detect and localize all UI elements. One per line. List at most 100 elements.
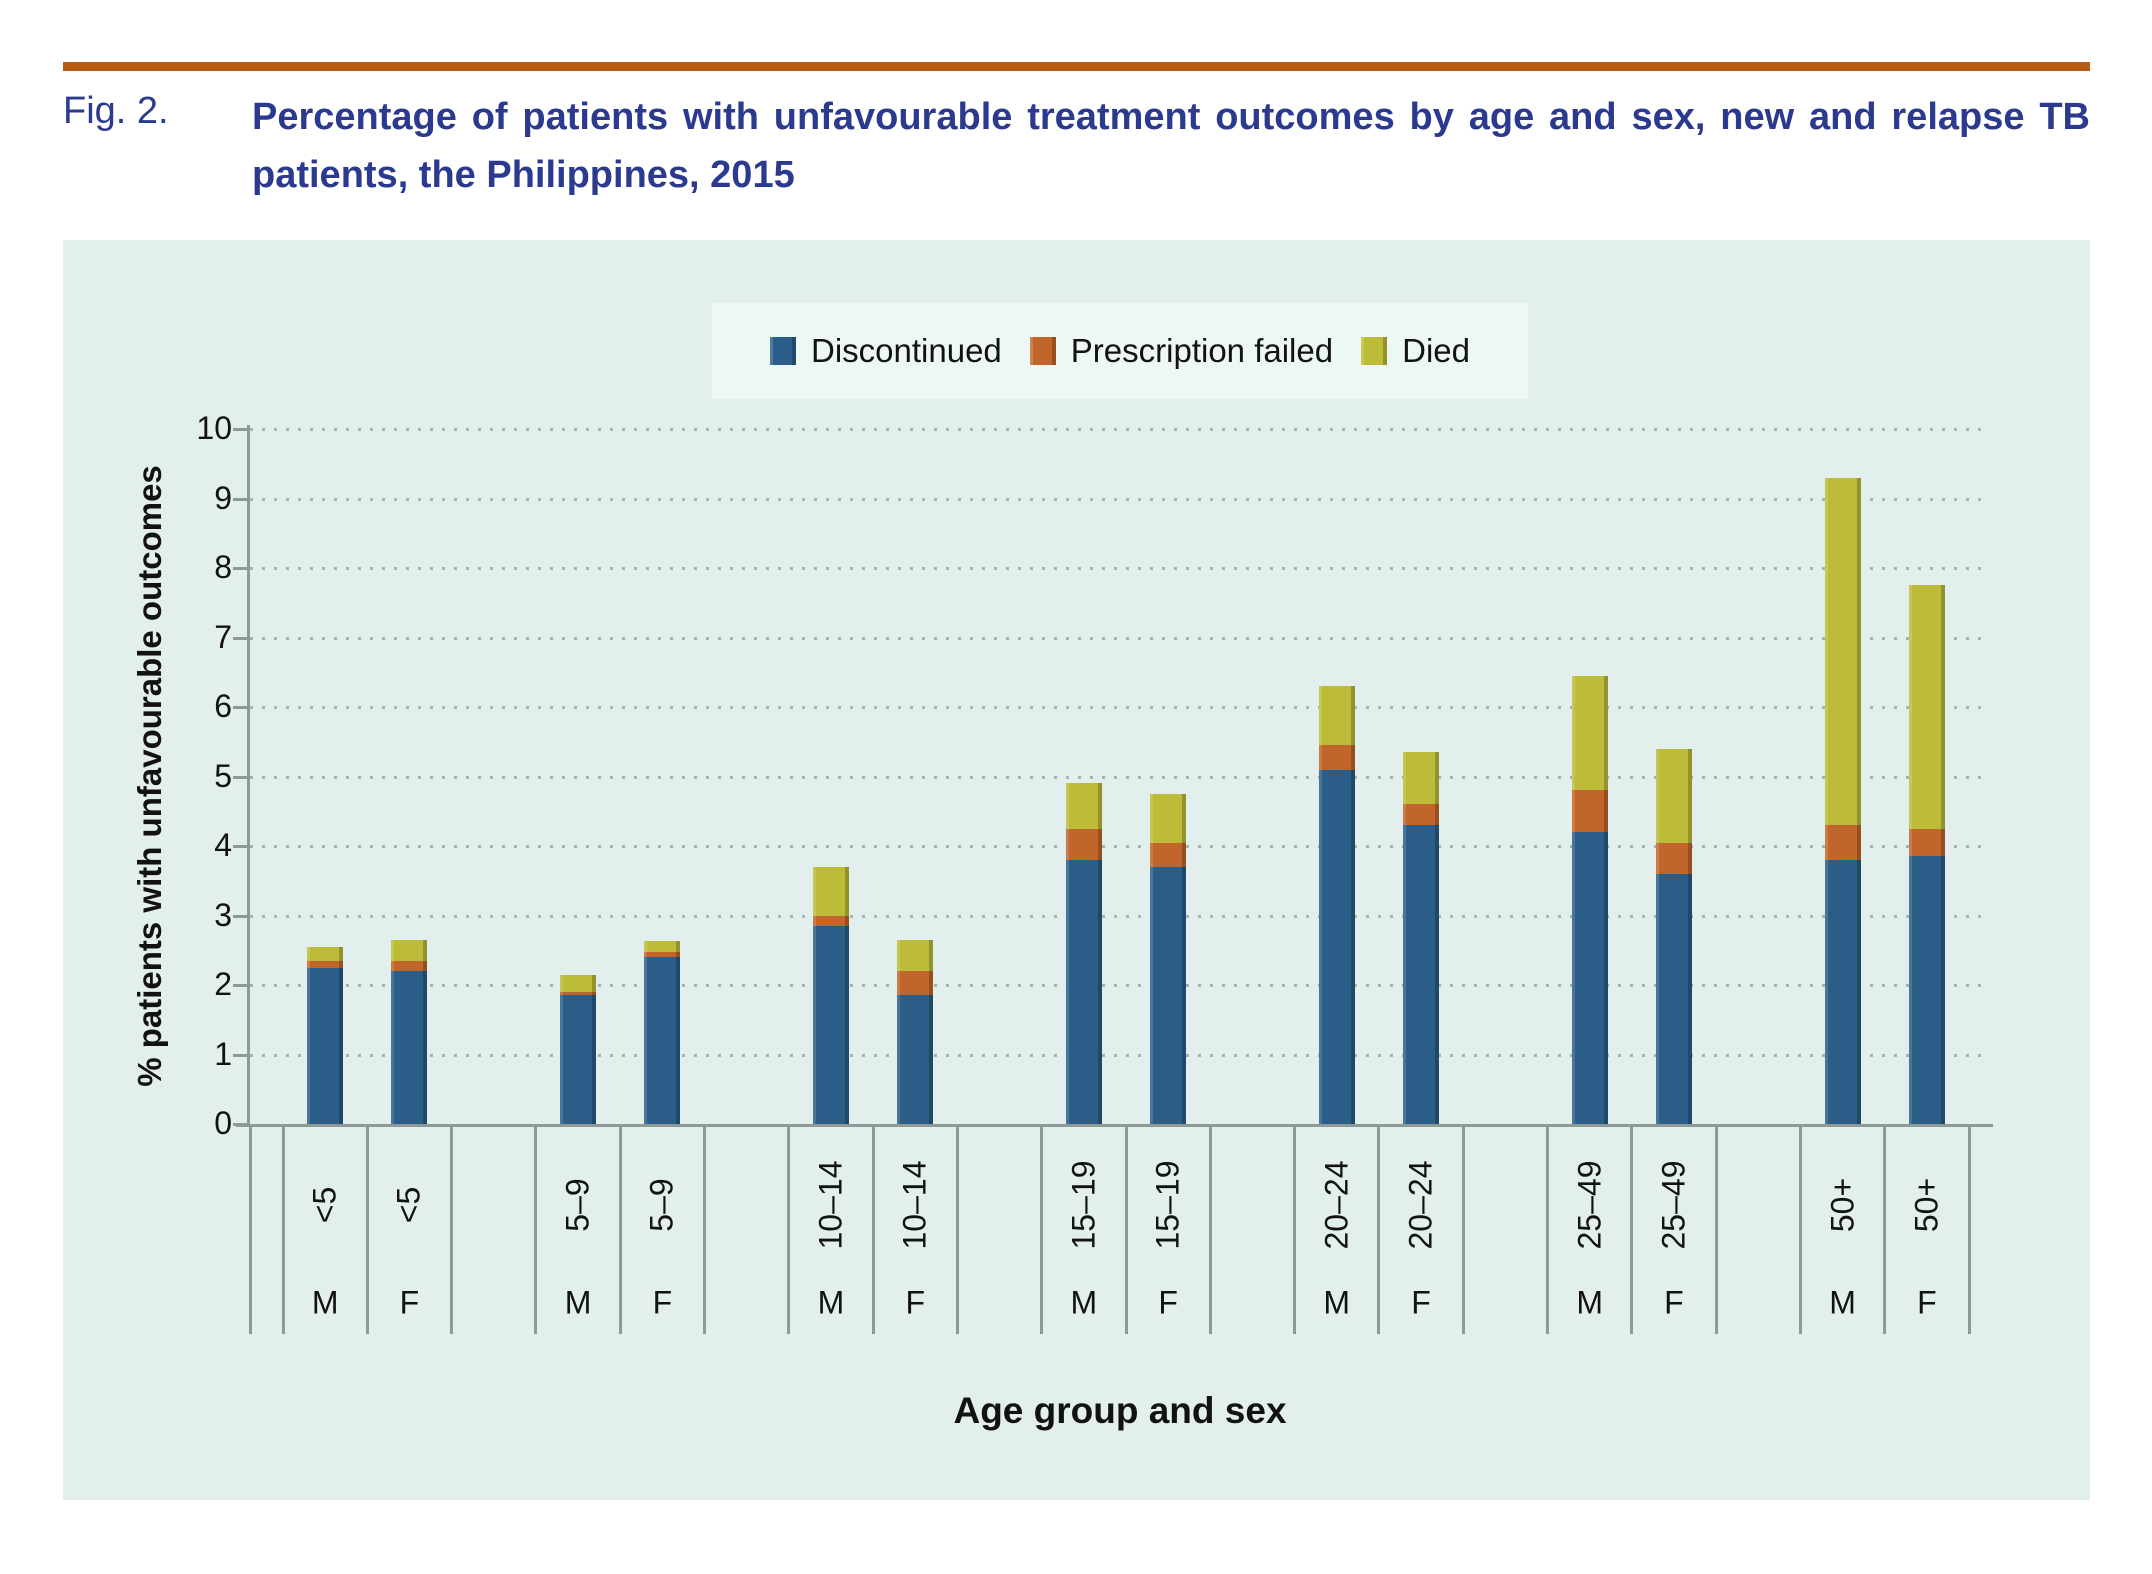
y-axis-line	[247, 425, 250, 1124]
y-axis-tick	[233, 636, 248, 640]
x-axis-title: Age group and sex	[953, 1390, 1287, 1431]
bar-segment-prescription-failed	[812, 915, 849, 926]
y-axis-tick-label: 9	[214, 479, 232, 516]
bar-50+-F	[1908, 585, 1945, 1124]
gridline	[250, 706, 1990, 709]
bar-segment-prescription-failed	[560, 991, 597, 996]
x-axis-age-label: 10–14	[896, 1160, 933, 1250]
y-axis-tick	[233, 1053, 248, 1057]
bar-20–24-M	[1318, 686, 1355, 1124]
figure-caption: Fig. 2. Percentage of patients with unfa…	[63, 88, 2090, 204]
bar-segment-discontinued	[1065, 859, 1102, 1124]
bar-25–49-F	[1655, 748, 1692, 1124]
x-axis-cell-separator	[534, 1124, 538, 1334]
x-axis-sex-label: M	[817, 1284, 845, 1321]
legend-swatch-icon	[770, 337, 796, 365]
y-axis-tick	[233, 706, 248, 709]
x-axis-sex-label: M	[1323, 1284, 1351, 1321]
x-axis-cell-separator	[1546, 1124, 1549, 1334]
bar-15–19-F	[1150, 793, 1187, 1124]
x-axis-cell-separator	[1630, 1124, 1634, 1334]
x-axis-cell-separator	[248, 1124, 252, 1334]
x-axis-cell-separator	[618, 1124, 622, 1334]
x-axis-age-label: <5	[390, 1186, 427, 1224]
x-axis-cell-separator	[450, 1124, 454, 1334]
bar-segment-prescription-failed	[1908, 828, 1945, 857]
bar-segment-prescription-failed	[897, 971, 934, 996]
bar-segment-discontinued	[307, 967, 344, 1124]
y-axis-tick-label: 10	[196, 410, 232, 446]
x-axis-age-label: 20–24	[1318, 1160, 1355, 1250]
legend-swatch-icon	[1361, 337, 1388, 365]
x-axis-cell-separator	[1798, 1124, 1802, 1334]
bar-segment-discontinued	[812, 925, 849, 1124]
bar-segment-discontinued	[1150, 866, 1187, 1124]
bar-segment-died	[1571, 675, 1608, 791]
x-axis-sex-label: M	[1576, 1284, 1603, 1321]
bar-segment-died	[812, 866, 849, 916]
legend-item: Died	[1361, 332, 1470, 370]
x-axis-age-label: <5	[306, 1186, 343, 1224]
bar-segment-died	[897, 939, 934, 972]
bar-segment-prescription-failed	[1403, 804, 1440, 826]
gridline	[250, 497, 1990, 501]
bar-segment-died	[391, 939, 428, 961]
bar-segment-died	[560, 974, 597, 992]
bar-segment-prescription-failed	[307, 960, 344, 968]
bar-segment-prescription-failed	[1571, 790, 1608, 833]
y-axis-tick	[233, 984, 248, 987]
x-axis-cell-separator	[281, 1124, 285, 1334]
gridline	[250, 636, 1990, 640]
legend-swatch-icon	[1029, 337, 1056, 365]
y-axis-tick-label: 4	[214, 827, 232, 863]
x-axis-sex-label: F	[1158, 1284, 1178, 1321]
bar-segment-died	[1655, 748, 1692, 843]
bar-segment-discontinued	[1403, 825, 1440, 1124]
x-axis-cell-separator	[1377, 1124, 1381, 1334]
bar-segment-died	[1908, 585, 1945, 829]
gridline	[250, 775, 1990, 779]
x-axis-age-label: 5–9	[643, 1178, 680, 1232]
bar-segment-discontinued	[644, 957, 681, 1124]
bar-segment-died	[307, 946, 344, 961]
gridline	[250, 428, 1990, 431]
y-axis-tick	[233, 1123, 248, 1126]
bar-segment-prescription-failed	[1150, 842, 1187, 867]
x-axis-sex-label: M	[311, 1284, 339, 1321]
x-axis-cell-separator	[365, 1124, 369, 1334]
x-axis-cell-separator	[1124, 1124, 1128, 1334]
bar-segment-prescription-failed	[1824, 825, 1861, 860]
y-axis-tick	[233, 497, 248, 501]
bar-segment-discontinued	[1571, 832, 1608, 1124]
x-axis-age-label: 15–19	[1149, 1160, 1186, 1250]
bar-25–49-M	[1571, 675, 1608, 1124]
gridline	[250, 845, 1990, 848]
y-axis-tick	[233, 428, 248, 431]
chart-legend: Discontinued Prescription failed Died	[712, 303, 1528, 399]
x-axis-sex-label: M	[1829, 1284, 1856, 1321]
x-axis-cell-separator	[955, 1124, 959, 1334]
bar-segment-died	[1403, 752, 1440, 805]
bar-segment-prescription-failed	[1318, 745, 1355, 770]
x-axis-age-label: 5–9	[559, 1178, 596, 1232]
x-axis-cell-separator	[1208, 1124, 1212, 1334]
x-axis-cell-separator	[871, 1124, 875, 1334]
bar-10–14-M	[812, 866, 849, 1124]
y-axis-tick	[233, 567, 248, 570]
x-axis-age-label: 15–19	[1065, 1160, 1102, 1250]
bar-segment-discontinued	[1824, 859, 1861, 1124]
x-axis-cell-separator	[703, 1124, 706, 1334]
figure-title: Percentage of patients with unfavourable…	[252, 96, 2090, 196]
legend-label: Died	[1402, 332, 1470, 369]
bar-segment-discontinued	[1655, 873, 1692, 1124]
x-axis-sex-label: F	[1664, 1284, 1684, 1321]
x-axis-cell-separator	[1883, 1124, 1887, 1334]
x-axis-sex-label: M	[1070, 1284, 1098, 1321]
x-axis-sex-label: F	[1411, 1284, 1431, 1321]
y-axis-tick-label: 5	[214, 757, 232, 794]
bar-segment-discontinued	[1908, 856, 1945, 1124]
bar-segment-died	[1150, 793, 1187, 843]
x-axis-sex-label: F	[399, 1284, 420, 1321]
x-axis-sex-label: M	[564, 1284, 592, 1321]
bar-segment-died	[1065, 783, 1102, 829]
